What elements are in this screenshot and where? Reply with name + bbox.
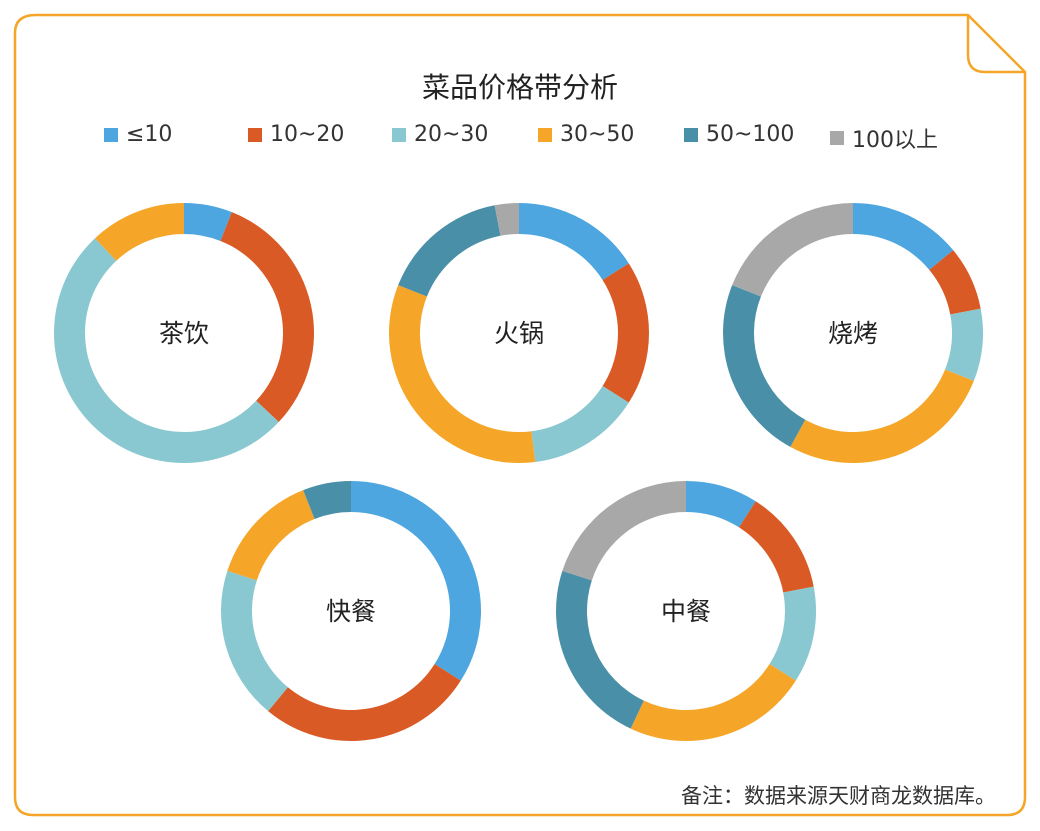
donut-slice <box>398 205 501 297</box>
legend-swatch <box>684 127 698 142</box>
donut-slice <box>929 250 981 315</box>
donut-slice <box>686 481 756 528</box>
legend-item-2: 10~20 <box>248 122 344 147</box>
donut-slice <box>519 203 629 280</box>
donut-slice <box>531 386 629 462</box>
legend-label: ≤10 <box>126 122 173 147</box>
donut-slice <box>602 263 649 403</box>
donut-label: 火锅 <box>494 319 544 348</box>
legend-swatch <box>392 127 406 142</box>
legend: ≤10 10~20 20~30 30~50 50~100 100以上 <box>0 122 1040 154</box>
legend-label: 50~100 <box>706 122 795 147</box>
donut-slice <box>556 570 644 729</box>
donut-1: 茶饮 <box>54 203 314 463</box>
legend-label: 10~20 <box>270 122 345 147</box>
donut-label: 中餐 <box>661 597 711 626</box>
donut-slice <box>739 501 814 593</box>
donut-slice <box>54 238 279 463</box>
legend-item-4: 30~50 <box>538 122 634 147</box>
donut-label: 茶饮 <box>159 319 209 348</box>
donut-slice <box>790 369 974 463</box>
legend-swatch <box>104 127 118 142</box>
donut-slice <box>494 203 519 236</box>
donut-2: 火锅 <box>388 203 649 464</box>
donut-slice <box>562 481 686 581</box>
donut-slice <box>769 586 816 681</box>
donut-slice <box>351 481 481 681</box>
donut-slice <box>220 212 314 422</box>
legend-item-1: ≤10 <box>104 122 172 147</box>
donut-slice <box>221 570 288 712</box>
footnote: 备注：数据来源天财商龙数据库。 <box>681 784 996 808</box>
donut-slice <box>722 285 806 447</box>
donut-slice <box>303 481 351 519</box>
donut-slice <box>95 203 184 261</box>
donut-label: 快餐 <box>326 597 376 626</box>
donut-slice <box>268 664 461 741</box>
donut-label: 烧烤 <box>828 319 878 348</box>
legend-swatch <box>538 127 552 142</box>
legend-item-3: 20~30 <box>392 122 488 147</box>
folded-corner <box>966 15 1025 74</box>
donut-slice <box>732 203 853 297</box>
donut-slice <box>227 490 315 581</box>
donut-3: 烧烤 <box>722 203 983 463</box>
donut-slice <box>388 285 536 464</box>
legend-swatch <box>830 131 844 145</box>
chart-title: 菜品价格带分析 <box>421 71 618 104</box>
legend-label: 30~50 <box>560 122 635 147</box>
donut-4: 快餐 <box>221 481 481 741</box>
donut-slice <box>945 308 983 381</box>
donut-slice <box>630 664 796 741</box>
legend-item-6: 100以上 <box>830 122 938 154</box>
legend-label: 100以上 <box>852 128 938 153</box>
legend-item-5: 50~100 <box>684 122 794 147</box>
donut-5: 中餐 <box>556 481 816 741</box>
legend-swatch <box>248 127 262 142</box>
donut-slice <box>184 203 232 241</box>
legend-label: 20~30 <box>414 122 489 147</box>
donut-slice <box>853 203 954 270</box>
